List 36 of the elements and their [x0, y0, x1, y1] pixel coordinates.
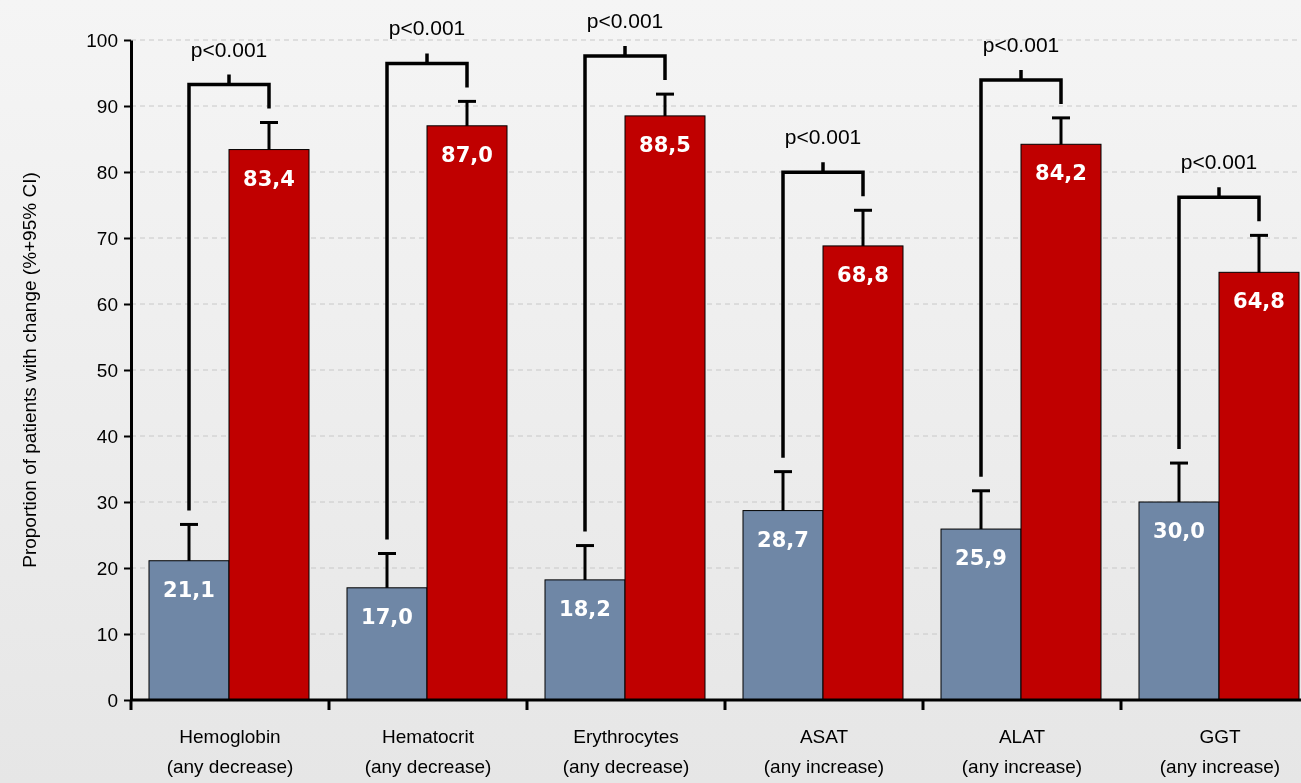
- data-label: 17,0: [361, 604, 413, 629]
- data-label: 83,4: [243, 166, 295, 191]
- y-tick-label: 10: [96, 623, 118, 645]
- annotation: p<0.001: [784, 125, 862, 149]
- y-tick-label: 50: [96, 359, 118, 381]
- annotation: p<0.001: [1180, 150, 1258, 174]
- x-tick-label: Erythrocytes (any decrease): [562, 726, 690, 777]
- annotation: p<0.001: [982, 32, 1060, 56]
- y-tick-label: 80: [96, 161, 118, 183]
- y-tick-label: 40: [96, 425, 118, 447]
- y-tick-label: 70: [96, 227, 118, 249]
- y-axis-title: Proportion of patients with change (%+95% CI): [19, 172, 40, 568]
- annotation: p<0.001: [190, 37, 268, 61]
- x-tick-label: GGT (any increase): [1159, 726, 1281, 777]
- y-tick-label: 20: [96, 557, 118, 579]
- data-label: 21,1: [163, 577, 215, 602]
- x-tick-label: Hemoglobin (any decrease): [166, 726, 294, 777]
- y-tick-label: 30: [96, 491, 118, 513]
- x-tick-label: ALAT (any increase): [961, 726, 1083, 777]
- data-label: 84,2: [1035, 161, 1087, 186]
- data-label: 68,8: [837, 262, 889, 287]
- data-label: 30,0: [1153, 519, 1205, 543]
- y-tick-label: 90: [96, 95, 118, 117]
- data-label: 18,2: [559, 596, 611, 621]
- data-label: 87,0: [441, 142, 493, 167]
- data-label: 88,5: [639, 132, 691, 157]
- x-tick-label: ASAT (any increase): [763, 726, 885, 777]
- x-tick-label: Hematocrit (any decrease): [364, 726, 492, 777]
- y-tick-label: 100: [86, 29, 118, 51]
- data-label: 64,8: [1233, 289, 1285, 314]
- text: p<0.001: [586, 9, 664, 33]
- data-label: 25,9: [955, 546, 1007, 571]
- data-label: 28,7: [757, 527, 809, 552]
- y-tick-label: 60: [96, 293, 118, 315]
- text: p<0.001: [388, 16, 466, 40]
- y-tick-label: 0: [107, 689, 118, 711]
